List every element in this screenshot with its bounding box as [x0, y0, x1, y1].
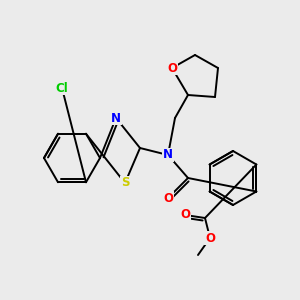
Text: N: N	[163, 148, 173, 161]
Text: O: O	[163, 191, 173, 205]
Text: N: N	[111, 112, 121, 124]
Text: O: O	[167, 61, 177, 74]
Text: S: S	[121, 176, 129, 190]
Text: O: O	[205, 232, 215, 244]
Text: O: O	[180, 208, 190, 221]
Text: Cl: Cl	[56, 82, 68, 94]
